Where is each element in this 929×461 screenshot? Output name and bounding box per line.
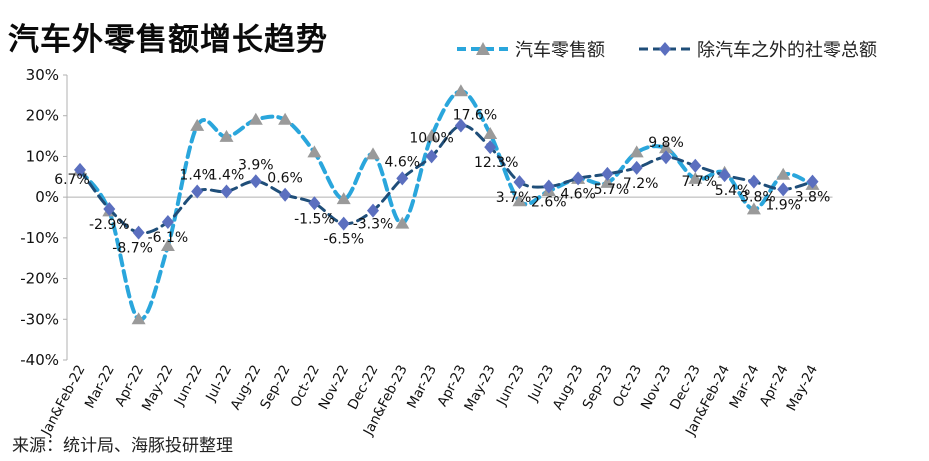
data-point-non-car-retail: [572, 171, 585, 186]
y-tick-label: -30%: [20, 310, 59, 328]
source-note: 来源：统计局、海豚投研整理: [12, 436, 233, 456]
data-label: 6.7%: [54, 172, 90, 188]
x-tick-label: Jan&Feb-22: [38, 362, 89, 439]
data-label: 17.6%: [453, 107, 497, 123]
data-point-car-retail: [190, 118, 205, 131]
legend-label-non-car-retail: 除汽车之外的社零总额: [697, 40, 877, 61]
data-label: -2.9%: [89, 217, 130, 233]
legend-swatch-car-retail: [457, 42, 509, 55]
data-label: 3.9%: [238, 157, 274, 173]
data-point-car-retail: [659, 141, 673, 154]
data-point-non-car-retail: [630, 160, 643, 175]
data-point-car-retail: [307, 145, 322, 158]
data-label: -1.5%: [294, 211, 335, 227]
data-point-non-car-retail: [249, 174, 262, 189]
data-label: 1.4%: [209, 167, 245, 183]
data-point-non-car-retail: [718, 168, 731, 183]
data-label: -8.7%: [112, 241, 153, 257]
data-point-non-car-retail: [161, 214, 174, 229]
data-label: 0.6%: [267, 171, 303, 187]
y-tick-label: 30%: [26, 66, 59, 84]
y-tick-label: 0%: [35, 188, 59, 206]
data-point-non-car-retail: [220, 184, 233, 199]
data-point-car-retail: [248, 112, 263, 125]
data-label: 7.7%: [682, 174, 718, 190]
data-label: 7.2%: [623, 176, 659, 192]
chart-title: 汽车外零售额增长趋势: [8, 22, 328, 58]
data-point-car-retail: [776, 167, 791, 180]
data-point-non-car-retail: [542, 179, 555, 194]
data-point-non-car-retail: [484, 140, 497, 155]
data-label: 9.8%: [648, 135, 684, 151]
data-label: 12.3%: [474, 155, 518, 171]
data-point-non-car-retail: [337, 216, 350, 231]
data-point-non-car-retail: [74, 162, 86, 177]
data-label: 4.6%: [385, 154, 421, 170]
data-label: -3.3%: [353, 217, 394, 233]
x-tick-label: Jun-23: [493, 362, 528, 408]
data-point-non-car-retail: [454, 118, 467, 133]
legend-label-car-retail: 汽车零售额: [515, 40, 605, 61]
data-point-car-retail: [483, 127, 498, 140]
data-label: 1.9%: [765, 197, 801, 213]
legend-item-non-car-retail: 除汽车之外的社零总额: [637, 36, 877, 62]
data-point-car-retail: [278, 112, 293, 125]
data-label: 3.8%: [740, 190, 776, 206]
data-point-car-retail: [688, 171, 703, 184]
data-point-non-car-retail: [689, 158, 702, 173]
data-point-car-retail: [219, 129, 234, 142]
data-point-car-retail: [395, 216, 410, 229]
data-point-non-car-retail: [806, 174, 819, 189]
data-point-non-car-retail: [279, 187, 292, 202]
data-label: 3.7%: [496, 190, 532, 206]
data-point-non-car-retail: [425, 149, 438, 164]
chart-data-labels: 6.7%-2.9%-8.7%-6.1%1.4%1.4%3.9%0.6%-1.5%…: [54, 107, 830, 256]
data-point-non-car-retail: [747, 174, 760, 189]
data-point-non-car-retail: [513, 175, 526, 190]
series-line-car-retail: [78, 89, 815, 322]
y-tick-label: -20%: [20, 270, 59, 288]
data-point-car-retail: [336, 192, 351, 205]
chart-series: [73, 84, 820, 325]
data-point-non-car-retail: [396, 171, 409, 186]
data-point-car-retail: [366, 147, 380, 160]
data-label: 3.8%: [795, 190, 831, 206]
data-label: 4.6%: [560, 186, 596, 202]
data-label: 5.7%: [594, 182, 630, 198]
x-tick-label: Jun-22: [171, 362, 206, 408]
data-label: 5.4%: [715, 183, 751, 199]
data-point-non-car-retail: [367, 203, 379, 218]
data-point-non-car-retail: [191, 184, 204, 199]
data-label: -6.1%: [148, 230, 189, 246]
data-point-car-retail: [160, 239, 175, 251]
data-point-non-car-retail: [308, 196, 321, 211]
y-tick-label: -40%: [20, 351, 59, 369]
data-label: 10.0%: [409, 130, 453, 146]
data-point-non-car-retail: [777, 182, 790, 197]
data-point-car-retail: [746, 202, 761, 215]
y-tick-label: 10%: [26, 147, 59, 165]
legend-item-car-retail: 汽车零售额: [455, 36, 605, 62]
data-label: -6.5%: [323, 232, 364, 248]
y-tick-label: 20%: [26, 107, 59, 125]
data-point-car-retail: [600, 175, 615, 188]
y-tick-label: -10%: [20, 229, 59, 247]
data-label: 1.4%: [179, 167, 215, 183]
data-point-non-car-retail: [103, 201, 116, 216]
data-point-car-retail: [453, 84, 468, 97]
data-point-car-retail: [512, 194, 527, 207]
data-point-car-retail: [424, 129, 439, 142]
data-point-non-car-retail: [601, 166, 614, 181]
data-point-non-car-retail: [132, 225, 145, 240]
data-label: 2.6%: [531, 195, 567, 211]
data-point-non-car-retail: [660, 150, 672, 165]
data-point-car-retail: [131, 312, 146, 325]
legend-swatch-non-car-retail: [639, 42, 691, 56]
data-point-car-retail: [629, 145, 644, 158]
